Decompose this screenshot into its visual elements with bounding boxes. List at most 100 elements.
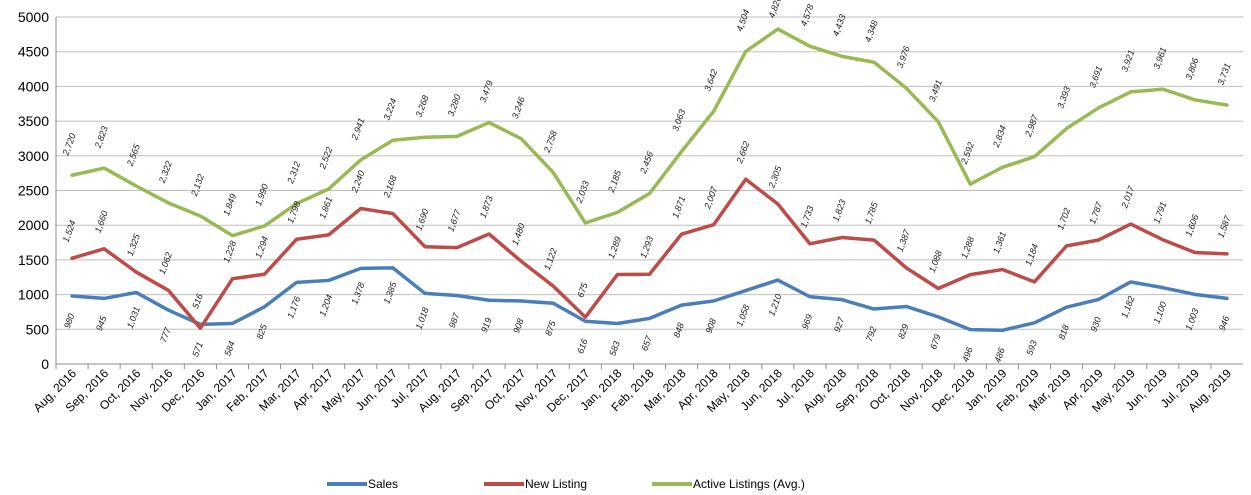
data-label: 1,690 <box>414 207 431 232</box>
data-label: 930 <box>1089 316 1104 334</box>
data-label: 829 <box>896 323 911 341</box>
data-label: 3,063 <box>670 108 687 133</box>
data-label: 2,720 <box>60 132 77 158</box>
data-label: 584 <box>222 340 237 358</box>
data-label: 2,522 <box>317 146 334 172</box>
data-label: 1,873 <box>478 195 495 220</box>
data-label: 3,224 <box>381 97 398 122</box>
data-label: 1,003 <box>1184 307 1201 332</box>
data-label: 657 <box>639 334 654 352</box>
data-label: 1,361 <box>991 230 1008 255</box>
legend-label: New Listing <box>525 477 587 491</box>
data-label: 1,849 <box>221 192 238 217</box>
data-label: 1,990 <box>253 183 270 208</box>
data-label: 2,941 <box>349 117 366 143</box>
data-label: 1,378 <box>349 281 366 306</box>
data-label: 4,826 <box>766 0 783 19</box>
data-label: 486 <box>992 346 1007 364</box>
data-label: 1,058 <box>734 303 751 328</box>
data-label: 3,806 <box>1184 57 1201 82</box>
data-label: 1,088 <box>927 249 944 274</box>
data-label: 2,007 <box>702 184 720 210</box>
data-label: 2,834 <box>991 124 1008 150</box>
data-label: 1,062 <box>157 251 174 276</box>
gridlines <box>55 16 1243 369</box>
series-lines <box>70 27 1229 333</box>
data-label: 875 <box>543 319 558 337</box>
data-label: 2,565 <box>124 142 142 168</box>
data-label: 1,785 <box>863 200 880 226</box>
data-label: 1,871 <box>670 195 687 220</box>
data-label: 1,787 <box>1087 200 1104 226</box>
data-label: 593 <box>1024 339 1039 357</box>
data-label: 818 <box>1056 323 1071 341</box>
legend-label: Active Listings (Avg.) <box>693 477 805 491</box>
data-label: 2,592 <box>959 141 976 167</box>
data-label: 3,642 <box>702 68 719 93</box>
data-label: 3,393 <box>1055 85 1072 110</box>
y-tick-label: 0 <box>41 356 49 372</box>
data-label: 1,176 <box>285 295 302 320</box>
data-label: 4,348 <box>863 19 880 44</box>
data-label: 1,018 <box>414 306 431 331</box>
data-label: 1,524 <box>61 219 78 244</box>
data-label: 616 <box>575 337 590 355</box>
data-label: 2,168 <box>381 174 398 200</box>
data-label: 946 <box>1217 315 1232 333</box>
data-label: 825 <box>254 322 269 340</box>
data-label: 1,823 <box>831 198 848 223</box>
data-label: 2,033 <box>574 180 591 206</box>
data-label: 3,976 <box>895 45 912 70</box>
data-label: 2,322 <box>157 160 174 186</box>
data-label: 3,961 <box>1151 46 1168 71</box>
data-label: 987 <box>447 311 462 329</box>
y-tick-label: 2500 <box>18 183 49 199</box>
data-label: 1,325 <box>125 232 142 258</box>
legend: Sales New Listing Active Listings (Avg.) <box>327 477 805 491</box>
y-tick-label: 500 <box>26 321 50 337</box>
data-label: 2,017 <box>1119 184 1137 210</box>
data-label: 1,660 <box>93 209 110 234</box>
y-tick-label: 4500 <box>18 44 49 60</box>
data-label: 3,268 <box>414 94 431 119</box>
data-label: 1,210 <box>766 293 783 318</box>
y-tick-label: 3000 <box>18 148 49 164</box>
data-label: 679 <box>928 333 943 351</box>
data-label: 927 <box>832 315 847 333</box>
data-label: 1,294 <box>253 235 270 260</box>
data-label: 2,456 <box>638 150 655 176</box>
y-tick-label: 1500 <box>18 252 49 268</box>
y-axis-ticks: 0 500 1000 1500 2000 2500 3000 3500 4000 4500 5000 <box>18 9 49 372</box>
y-tick-label: 5000 <box>18 9 49 25</box>
data-label: 1,288 <box>959 235 976 260</box>
legend-label: Sales <box>368 477 398 491</box>
data-label: 1,204 <box>317 293 334 318</box>
data-label: 3,479 <box>478 79 495 104</box>
data-label: 1,702 <box>1055 207 1072 232</box>
series-line-active-listings-avg <box>70 27 1229 238</box>
data-label: 1,385 <box>381 280 398 306</box>
series-line-new-listing <box>70 177 1229 330</box>
data-label: 2,662 <box>734 140 751 166</box>
data-label: 908 <box>511 317 526 335</box>
data-label: 1,289 <box>606 235 623 260</box>
data-label: 675 <box>575 280 590 298</box>
data-label: 3,921 <box>1119 49 1136 74</box>
data-label: 908 <box>704 317 719 335</box>
data-label: 516 <box>190 292 205 310</box>
data-label: 571 <box>190 341 205 359</box>
data-label: 919 <box>479 316 494 334</box>
data-label: 583 <box>607 340 622 358</box>
data-label: 2,758 <box>542 129 559 155</box>
data-label: 1,031 <box>125 305 142 330</box>
data-label: 3,731 <box>1216 62 1233 87</box>
data-label: 848 <box>671 321 686 339</box>
y-tick-label: 1000 <box>18 287 49 303</box>
data-label: 980 <box>62 312 77 330</box>
data-label: 1,791 <box>1151 200 1168 225</box>
data-label: 792 <box>864 325 879 343</box>
